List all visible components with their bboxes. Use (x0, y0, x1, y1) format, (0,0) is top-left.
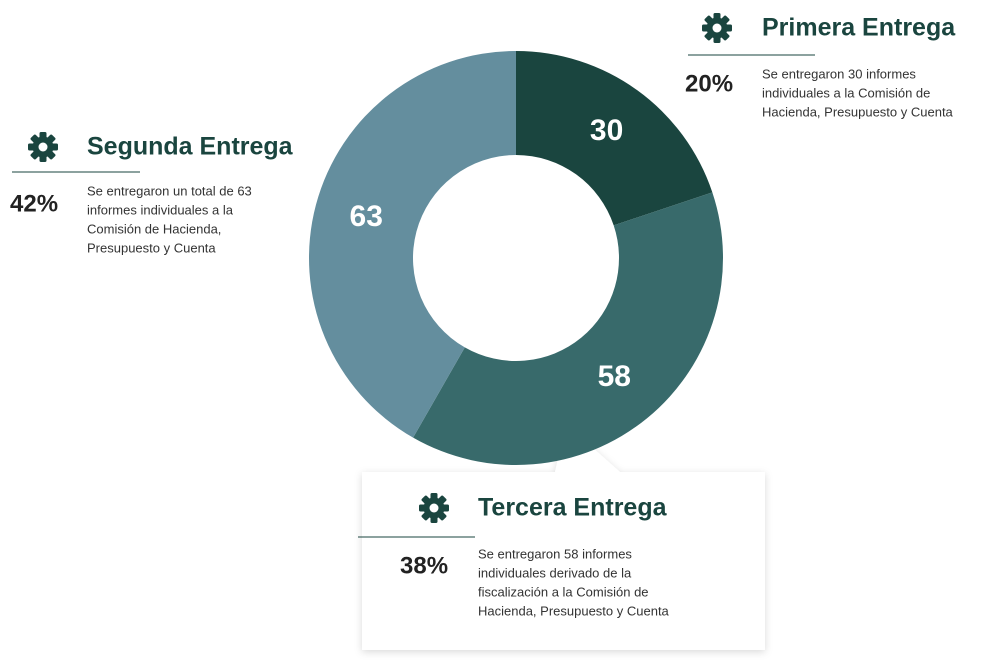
annotation-text: Presupuesto y Cuenta (87, 240, 216, 255)
annotation-text: Se entregaron 30 informes (762, 66, 916, 81)
donut-slice (308, 51, 516, 438)
annotation-text: Hacienda, Presupuesto y Cuenta (478, 603, 670, 618)
annotation-text: fiscalización a la Comisión de (478, 584, 649, 599)
percent-label: 42% (10, 190, 58, 217)
data-label: 30 (590, 114, 623, 147)
gear-icon (28, 132, 58, 162)
gear-icon (419, 493, 449, 523)
annotation-text: individuales a la Comisión de (762, 85, 930, 100)
annotation-text: Se entregaron 58 informes (478, 546, 632, 561)
callout-box (362, 424, 765, 650)
annotation-text: Se entregaron un total de 63 (87, 183, 252, 198)
annotation-title: Primera Entrega (762, 14, 956, 42)
percent-label: 20% (685, 70, 733, 97)
data-label: 58 (598, 360, 631, 393)
annotation-text: individuales derivado de la (478, 565, 632, 580)
data-label: 63 (350, 200, 383, 233)
annotations: Primera Entrega 20% Se entregaron 30 infor… (10, 13, 956, 618)
annotation-text: Hacienda, Presupuesto y Cuenta (762, 104, 954, 119)
donut-slice (413, 192, 723, 466)
donut: 30 58 63 (308, 51, 723, 466)
gear-icon (702, 13, 732, 43)
annotation-title: Segunda Entrega (87, 133, 294, 161)
annotation-text: informes individuales a la (87, 202, 234, 217)
annotation-text: Comisión de Hacienda, (87, 221, 221, 236)
donut-slice (516, 51, 713, 226)
annotation-title: Tercera Entrega (478, 494, 668, 522)
percent-label: 38% (400, 552, 448, 579)
